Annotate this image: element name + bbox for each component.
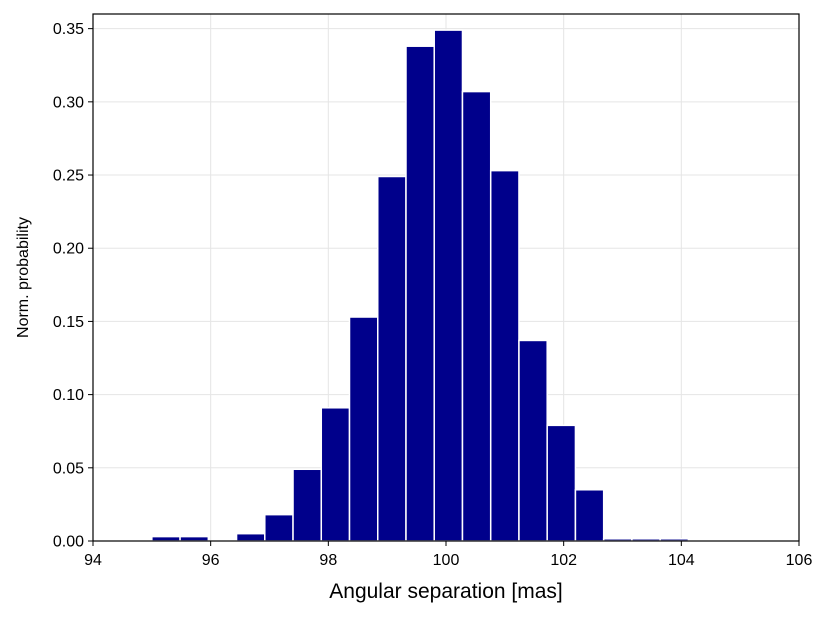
histogram-bar (348, 316, 379, 542)
histogram-bar (461, 90, 492, 542)
y-tick-label: 0.15 (53, 314, 84, 331)
histogram-bar (292, 468, 323, 542)
y-tick-label: 0.10 (53, 387, 84, 404)
y-tick-label: 0.05 (53, 460, 84, 477)
x-tick-label: 94 (84, 552, 102, 569)
x-tick-label: 98 (319, 552, 337, 569)
y-tick-label: 0.25 (53, 168, 84, 185)
histogram-bar (320, 407, 351, 542)
histogram-bar (546, 424, 577, 542)
y-tick-label: 0.30 (53, 94, 84, 111)
histogram-bar (179, 535, 210, 542)
x-axis-label: Angular separation [mas] (329, 580, 562, 603)
histogram-bar (235, 532, 266, 542)
x-tick-label: 102 (550, 552, 577, 569)
y-tick-label: 0.00 (53, 534, 84, 551)
y-tick-label: 0.20 (53, 241, 84, 258)
x-tick-label: 100 (433, 552, 460, 569)
x-tick-label: 106 (786, 552, 813, 569)
histogram-bar (518, 339, 548, 542)
histogram-bar (405, 45, 435, 542)
axis-ticks: 94 96 98 100 102 104 106 0.00 0.05 0.10 0.15 0.20 0.… (53, 21, 813, 569)
histogram-bar (151, 535, 181, 542)
histogram-bar (377, 175, 407, 542)
histogram-bar (574, 489, 605, 542)
y-tick-label: 0.35 (53, 21, 84, 38)
histogram-bars (151, 29, 690, 542)
histogram-bar (489, 169, 520, 542)
y-axis-label: Norm. probability (15, 217, 32, 338)
histogram-bar (264, 513, 294, 542)
x-tick-label: 104 (668, 552, 695, 569)
x-tick-label: 96 (202, 552, 220, 569)
histogram-bar (433, 29, 464, 542)
